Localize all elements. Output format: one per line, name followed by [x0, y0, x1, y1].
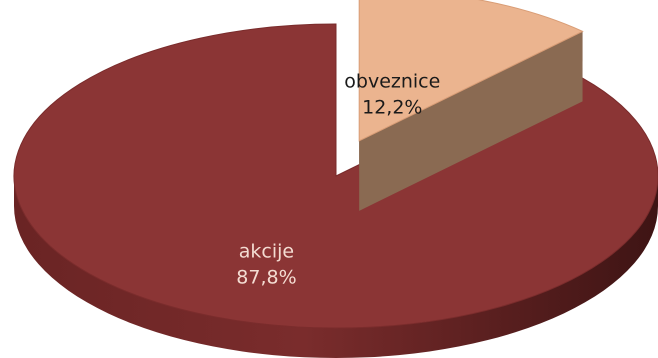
pie-slice-slab-obveznice [359, 31, 583, 211]
slice-value-label: 87,8% [236, 266, 296, 288]
slice-category-label: akcije [239, 240, 294, 262]
pie-slice-obveznice [358, 0, 584, 211]
slice-category-label: obveznice [344, 71, 440, 93]
pie-slice-side-akcije [14, 176, 658, 358]
pie-slice-top-obveznice [358, 0, 584, 142]
slice-value-label: 12,2% [362, 97, 422, 119]
